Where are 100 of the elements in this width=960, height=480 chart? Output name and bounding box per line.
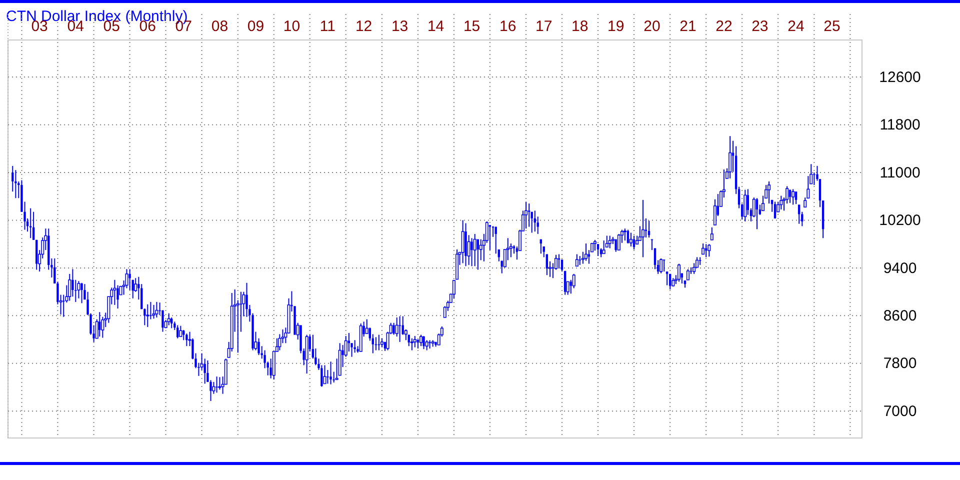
candlestick [419,334,422,347]
x-tick-label: 15 [463,18,480,35]
candlestick [470,238,473,267]
candlestick [186,333,188,347]
candlestick [176,324,179,339]
candlestick [428,340,431,349]
x-tick-label: 17 [536,18,552,35]
candlestick [546,254,548,276]
candlestick [365,318,368,334]
candlestick [413,335,416,348]
x-tick-label: 22 [716,18,732,35]
candlestick [608,235,612,249]
candlestick [605,235,608,248]
candlestick [660,258,663,274]
x-tick-label: 20 [644,18,660,35]
candlestick [494,226,497,254]
candlestick [101,316,104,338]
candlestick [323,364,326,384]
x-tick-label: 16 [500,18,516,35]
candlestick [32,211,35,240]
candlestick [666,271,668,286]
candlestick [348,332,350,352]
candlestick [593,239,596,252]
candlestick [794,191,798,205]
candlestick [326,369,329,384]
candlestick [398,316,401,342]
candlestick [768,180,771,204]
candlestick [756,198,758,230]
candlestick [68,273,72,302]
candlestick [623,228,626,241]
candlestick [798,204,800,224]
x-tick-label: 23 [752,18,768,35]
candlestick [629,232,632,247]
candlestick [641,199,644,258]
candlestick [792,188,795,206]
candlestick [806,176,810,199]
x-tick-label: 09 [247,18,264,35]
candlestick [272,350,276,380]
candlestick [330,361,332,385]
x-tick-label: 21 [680,18,696,35]
candlestick [710,226,714,240]
candlestick [602,240,606,254]
candlestick [686,268,690,280]
x-tick-label: 24 [788,18,804,35]
candlestick [584,242,588,262]
candlestick [305,334,308,374]
candlestick [476,238,479,270]
candlestick [218,376,222,390]
candlestick [240,291,242,332]
candlestick [564,270,566,296]
candlestick [77,280,80,299]
candlestick [728,136,732,179]
candlestick [98,312,101,338]
candlestick [128,268,131,291]
candlestick [150,301,152,320]
candlestick [668,273,672,290]
candlestick [662,259,666,272]
candlestick [80,282,83,304]
candlestick [152,304,156,320]
candlestick [392,322,395,336]
candlestick [170,316,173,329]
y-tick-label: 12600 [879,68,921,86]
candlestick [780,195,783,210]
candlestick [179,325,182,338]
candlestick [626,229,630,244]
candlestick [692,262,696,274]
x-tick-label: 11 [320,18,336,35]
candlestick [461,220,464,264]
candlestick [452,279,456,299]
candlestick [528,202,530,228]
candlestick [473,233,476,267]
x-tick-label: 25 [824,18,840,35]
x-tick-label: 08 [211,18,228,35]
y-tick-label: 8600 [883,307,917,324]
candlestick [155,301,158,318]
candlestick [702,242,705,255]
y-tick-label: 7000 [883,402,917,420]
y-tick-label: 7800 [883,355,917,372]
y-tick-label: 9400 [883,260,917,277]
candlestick [216,376,218,394]
candlestick [708,244,711,258]
x-tick-label: 18 [572,18,588,35]
x-tick-label: 14 [427,18,444,35]
candlestick [146,304,150,328]
candlestick [698,256,702,266]
candlestick [278,334,282,351]
candlestick [596,244,600,257]
y-tick-label: 11000 [880,164,920,182]
candlestick [488,224,492,251]
candlestick [524,201,528,230]
x-tick-label: 19 [608,18,624,35]
candlestick [422,335,425,350]
candlestick [29,208,32,239]
x-tick-label: 10 [283,18,300,35]
candlestick [167,312,170,326]
candlestick [36,239,38,270]
candlestick [744,189,747,222]
candlestick [14,170,17,199]
x-tick-label: 12 [355,18,372,35]
y-tick-label: 10200 [879,212,921,230]
